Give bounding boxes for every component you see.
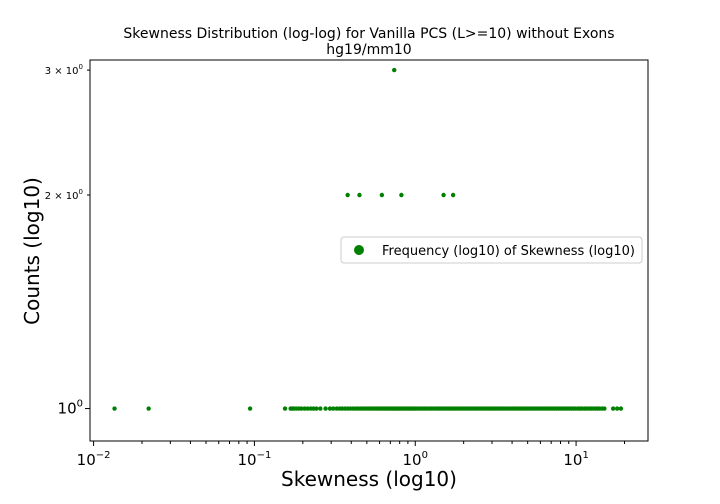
x-axis-ticks: 10−2 10−1 100 101 bbox=[77, 441, 625, 469]
x-tick-label: 10−2 bbox=[77, 450, 111, 469]
x-tick-label: 100 bbox=[403, 450, 428, 469]
chart-title: Skewness Distribution (log-log) for Vani… bbox=[123, 26, 614, 42]
data-points bbox=[112, 67, 624, 411]
y-axis-label: Counts (log10) bbox=[20, 177, 44, 325]
data-point bbox=[305, 406, 310, 411]
data-point bbox=[146, 406, 151, 411]
data-point bbox=[331, 406, 336, 411]
data-point bbox=[247, 406, 253, 411]
chart-subtitle: hg19/mm10 bbox=[326, 42, 411, 58]
data-point bbox=[441, 192, 446, 198]
data-point bbox=[450, 192, 456, 198]
data-point bbox=[392, 67, 397, 73]
data-point bbox=[399, 192, 404, 198]
x-tick-label: 10−1 bbox=[237, 450, 271, 469]
data-point bbox=[282, 406, 288, 411]
y-tick-label: 100 bbox=[58, 399, 83, 418]
legend-label: Frequency (log10) of Skewness (log10) bbox=[382, 244, 635, 259]
data-point bbox=[318, 406, 323, 411]
legend-marker bbox=[354, 245, 364, 255]
y-tick-label: 2 × 100 bbox=[45, 188, 83, 202]
data-point bbox=[610, 406, 616, 411]
legend-box bbox=[340, 236, 643, 264]
data-point bbox=[299, 406, 304, 411]
x-axis-label: Skewness (log10) bbox=[281, 467, 457, 491]
y-tick-label: 3 × 100 bbox=[45, 63, 83, 77]
data-point bbox=[357, 192, 362, 198]
data-point bbox=[323, 406, 328, 411]
data-point bbox=[112, 406, 117, 411]
data-point bbox=[327, 406, 333, 411]
legend: Frequency (log10) of Skewness (log10) bbox=[340, 236, 643, 264]
data-point bbox=[379, 192, 385, 198]
x-tick-label: 101 bbox=[563, 450, 588, 469]
y-axis-ticks: 100 2 × 100 3 × 100 bbox=[45, 63, 90, 418]
data-point bbox=[618, 406, 624, 411]
data-point bbox=[314, 406, 319, 411]
plot-area-frame bbox=[89, 59, 649, 442]
data-point bbox=[345, 192, 350, 198]
data-point bbox=[602, 406, 607, 411]
data-point bbox=[614, 406, 620, 411]
